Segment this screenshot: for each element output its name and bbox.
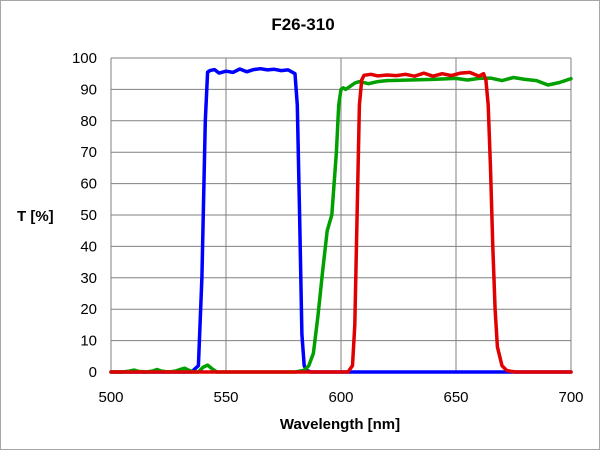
y-tick-label: 30 <box>80 270 97 287</box>
y-tick-label: 100 <box>72 50 97 67</box>
tick-labels: 0 10 20 30 40 50 60 70 80 90 100 500 550 600 650 700 <box>72 50 584 406</box>
series-line-1 <box>109 66 573 374</box>
x-tick-label: 600 <box>328 389 353 406</box>
y-tick-label: 90 <box>80 81 97 98</box>
y-tick-label: 10 <box>80 333 97 350</box>
x-tick-label: 650 <box>443 389 468 406</box>
y-tick-label: 80 <box>80 113 97 130</box>
x-tick-label: 500 <box>98 389 123 406</box>
grid <box>110 57 572 373</box>
x-tick-label: 700 <box>558 389 583 406</box>
x-axis-label: Wavelength [nm] <box>280 416 400 433</box>
y-tick-label: 20 <box>80 301 97 318</box>
y-tick-label: 0 <box>89 364 97 381</box>
y-tick-label: 60 <box>80 176 97 193</box>
y-tick-label: 50 <box>80 207 97 224</box>
series-lines <box>109 66 573 374</box>
chart-title: F26-310 <box>271 15 334 34</box>
y-tick-label: 70 <box>80 144 97 161</box>
series-line-3 <box>109 70 573 374</box>
y-tick-label: 40 <box>80 238 97 255</box>
x-tick-label: 550 <box>213 389 238 406</box>
y-axis-label: T [%] <box>17 208 54 225</box>
